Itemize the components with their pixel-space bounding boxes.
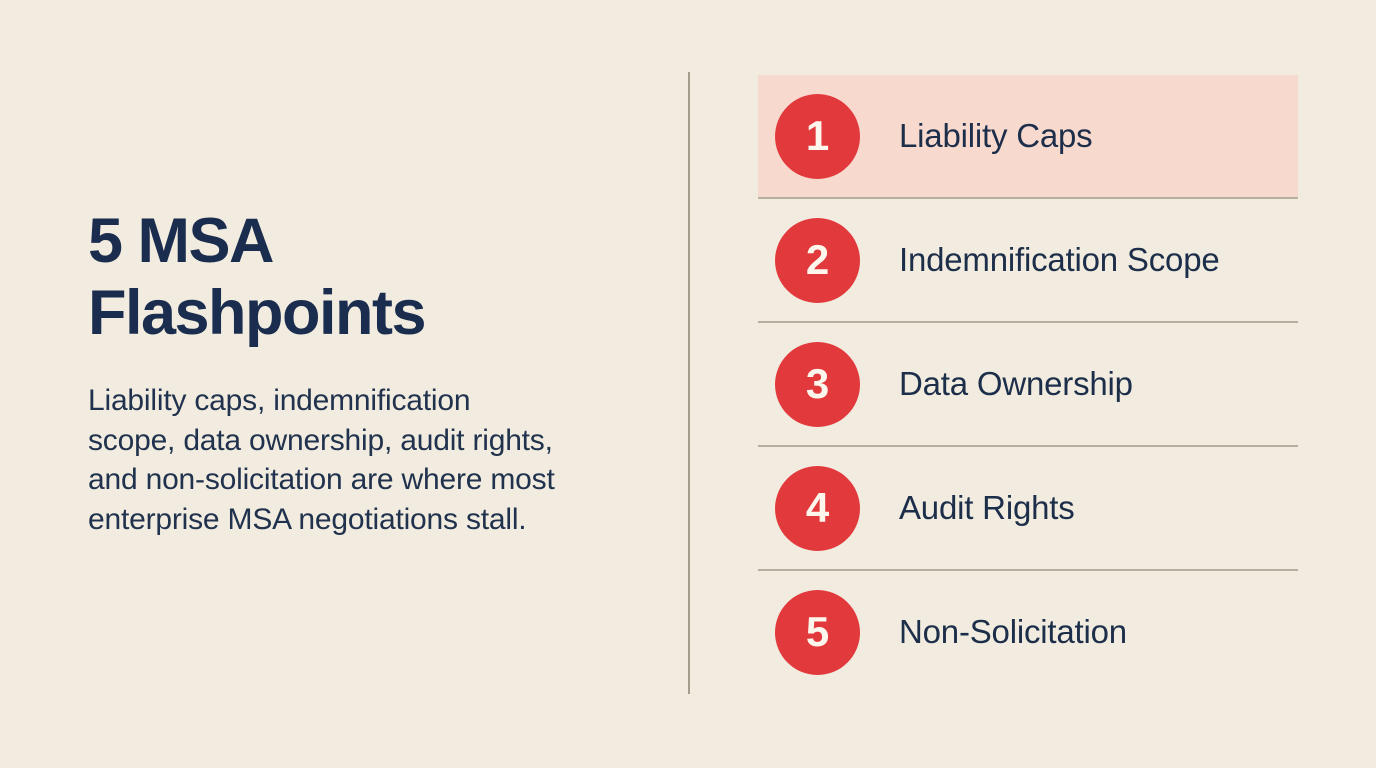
item-number-badge: 4 [775,465,860,551]
list-item: 5 Non-Solicitation [758,569,1298,693]
list-item: 3 Data Ownership [758,321,1298,445]
item-label: Liability Caps [899,117,1093,154]
item-label: Non-Solicitation [899,613,1127,650]
list-item: 2 Indemnification Scope [758,197,1298,321]
flashpoints-list: 1 Liability Caps 2 Indemnification Scope… [758,75,1298,693]
vertical-divider [688,72,690,694]
item-label: Data Ownership [899,365,1133,402]
page-title: 5 MSA Flashpoints [88,206,427,348]
item-number-badge: 3 [775,341,860,427]
list-item: 4 Audit Rights [758,445,1298,569]
item-number-badge: 2 [775,217,860,303]
list-item: 1 Liability Caps [758,75,1298,197]
item-number-badge: 5 [775,589,860,675]
intro-panel: 5 MSA Flashpoints Liability caps, indemni… [88,205,648,539]
item-label: Audit Rights [899,489,1075,526]
page-subtitle: Liability caps, indemnification scope, da… [88,384,555,536]
item-number-badge: 1 [775,93,860,179]
item-label: Indemnification Scope [899,241,1220,278]
